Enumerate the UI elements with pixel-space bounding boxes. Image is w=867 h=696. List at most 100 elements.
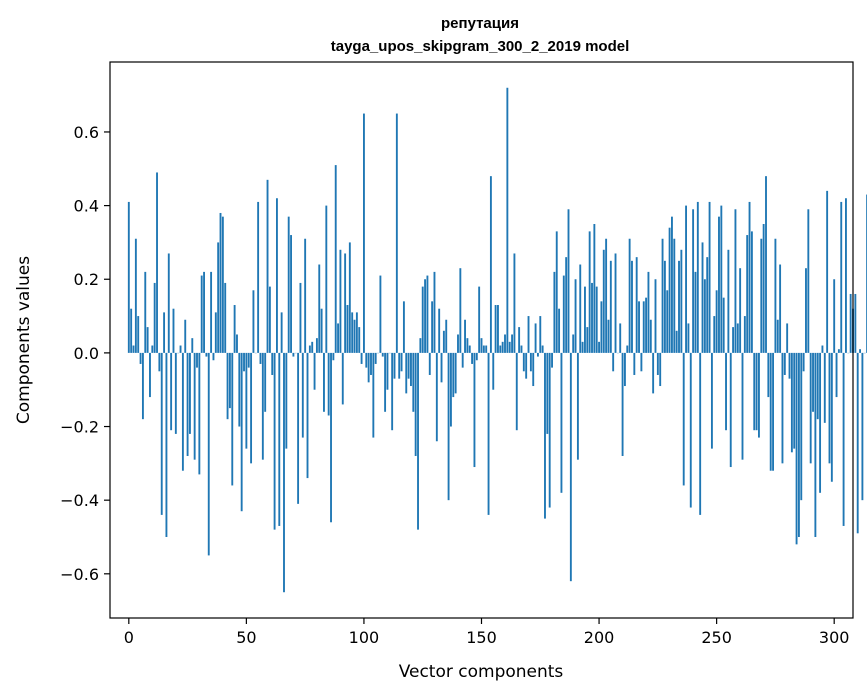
bar (520, 345, 523, 353)
bar (203, 271, 205, 353)
bar (765, 176, 767, 353)
bar (812, 352, 814, 412)
bar (774, 238, 777, 353)
bar (541, 345, 544, 353)
y-axis: −0.6 −0.4 −0.2 0.0 0.2 0.4 0.6 (60, 123, 110, 584)
bar (290, 235, 292, 353)
x-tick-label: 200 (584, 628, 615, 647)
bar (259, 352, 262, 364)
bar (830, 352, 833, 482)
bar (753, 352, 756, 431)
bar (323, 352, 325, 412)
bar (457, 334, 459, 353)
bar (165, 352, 168, 537)
bar (433, 271, 436, 353)
bar (842, 352, 845, 526)
bar (640, 352, 643, 372)
bar (181, 352, 184, 471)
bar (419, 338, 422, 353)
bar (189, 352, 191, 434)
bar (837, 349, 840, 353)
bar (661, 238, 664, 353)
bar (146, 327, 149, 353)
bar (367, 352, 370, 383)
bar (475, 352, 478, 361)
bar (494, 305, 497, 353)
y-tick-label: −0.6 (60, 565, 99, 584)
bar (696, 201, 699, 353)
bar (652, 352, 655, 394)
bar (464, 319, 466, 353)
bar (536, 352, 539, 357)
bar (315, 338, 318, 353)
bar (562, 275, 565, 353)
bar (767, 352, 770, 398)
bar (268, 286, 271, 353)
y-tick-label: 0.0 (74, 344, 99, 363)
x-tick-label: 150 (466, 628, 497, 647)
bar (440, 352, 443, 383)
bar (374, 352, 377, 364)
bar (569, 352, 572, 582)
bar (299, 282, 302, 353)
x-axis: 0 50 100 150 200 250 300 (124, 618, 849, 647)
bar (833, 279, 836, 353)
bar (802, 352, 805, 372)
y-tick-label: 0.4 (74, 197, 99, 216)
bar (156, 172, 158, 353)
bar (492, 352, 495, 390)
bar (859, 349, 861, 353)
bar (748, 201, 751, 353)
bar (391, 352, 394, 431)
bar (360, 352, 363, 364)
bar (210, 271, 213, 353)
bar (668, 227, 671, 353)
bar (207, 352, 210, 556)
bar (591, 282, 593, 353)
bar (337, 323, 340, 353)
bar (548, 352, 551, 508)
bar (449, 352, 452, 427)
bar (621, 352, 624, 456)
bar (311, 341, 314, 353)
bar (572, 334, 575, 353)
bar (428, 352, 431, 375)
bar (482, 345, 485, 353)
bar (499, 345, 502, 353)
bar (325, 205, 328, 353)
x-tick-label: 50 (236, 628, 256, 647)
bar (217, 242, 220, 353)
bar (779, 264, 782, 353)
bar (565, 257, 568, 353)
bar (240, 352, 243, 512)
bar (694, 271, 697, 353)
bar (306, 352, 309, 479)
bar (602, 249, 605, 353)
bar (673, 238, 676, 353)
bar (224, 282, 227, 353)
bar (141, 352, 144, 420)
bar (191, 338, 194, 353)
bar (400, 352, 403, 372)
bar (172, 308, 175, 353)
bar (287, 216, 290, 353)
bar (769, 352, 772, 471)
bar (826, 190, 829, 353)
bar (776, 319, 779, 353)
bar (614, 253, 617, 353)
bar (576, 352, 579, 460)
bar (718, 216, 720, 353)
bar (725, 352, 727, 431)
bar (344, 253, 347, 353)
bar (278, 352, 281, 526)
bar (130, 308, 133, 353)
bar (271, 352, 274, 375)
bar (139, 352, 142, 364)
bar (558, 308, 561, 353)
bar (607, 319, 610, 353)
x-tick-label: 100 (349, 628, 380, 647)
bar (363, 113, 365, 353)
bar (687, 323, 690, 353)
plot-frame (109, 61, 854, 619)
